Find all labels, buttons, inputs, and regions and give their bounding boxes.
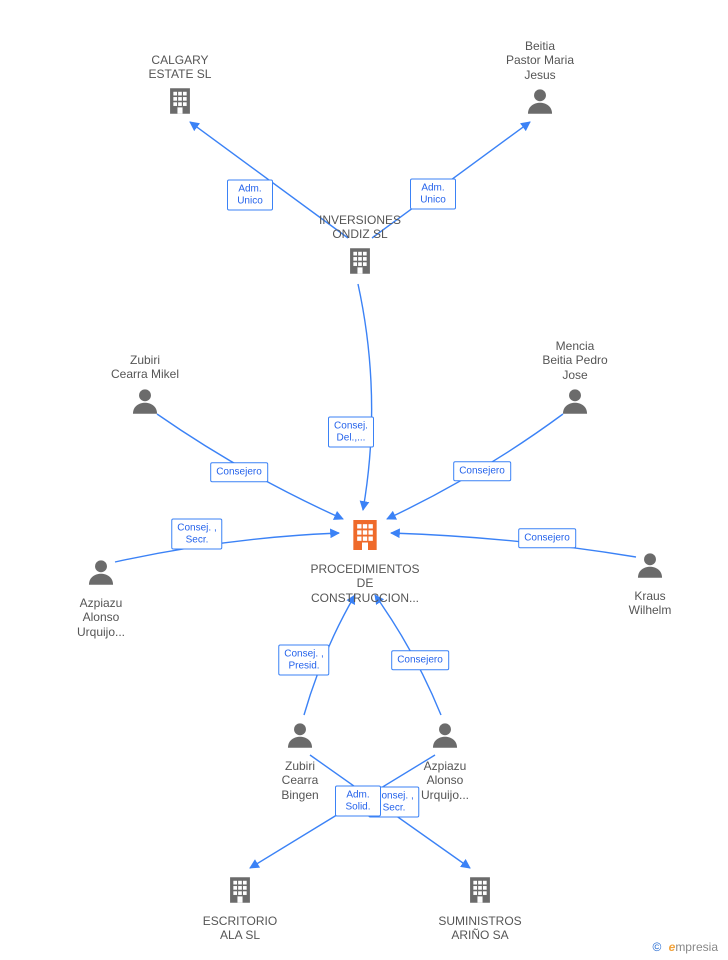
- node-label: ESCRITORIO ALA SL: [180, 914, 300, 943]
- edge-label: Consejero: [518, 528, 576, 548]
- node-escritorio[interactable]: ESCRITORIO ALA SL: [180, 873, 300, 943]
- node-label: Mencia Beitia Pedro Jose: [515, 339, 635, 382]
- node-label: CALGARY ESTATE SL: [120, 53, 240, 82]
- node-azpiazu_left[interactable]: Azpiazu Alonso Urquijo...: [41, 555, 161, 639]
- node-label: Kraus Wilhelm: [590, 589, 710, 618]
- node-label: INVERSIONES ONDIZ SL: [300, 213, 420, 242]
- node-zubiri_mikel[interactable]: Zubiri Cearra Mikel: [85, 353, 205, 423]
- node-kraus[interactable]: Kraus Wilhelm: [590, 548, 710, 618]
- node-label: Beitia Pastor Maria Jesus: [480, 39, 600, 82]
- person-icon: [41, 555, 161, 594]
- copyright-symbol: ©: [652, 940, 661, 954]
- edge-label: Adm. Solid.: [335, 786, 381, 817]
- copyright: © empresia: [652, 940, 718, 954]
- edge-label: Consejero: [210, 462, 268, 482]
- building-icon: [180, 873, 300, 912]
- building-icon: [300, 244, 420, 283]
- node-label: PROCEDIMIENTOS DE CONSTRUCCION...: [305, 562, 425, 605]
- person-icon: [240, 718, 360, 757]
- node-suministros[interactable]: SUMINISTROS ARIÑO SA: [420, 873, 540, 943]
- edge: [358, 284, 372, 510]
- building-icon: [120, 84, 240, 123]
- brand-rest: mpresia: [675, 940, 718, 954]
- node-calgary[interactable]: CALGARY ESTATE SL: [120, 53, 240, 123]
- node-inversiones[interactable]: INVERSIONES ONDIZ SL: [300, 213, 420, 283]
- person-icon: [85, 384, 205, 423]
- node-label: Azpiazu Alonso Urquijo...: [41, 596, 161, 639]
- node-beitia[interactable]: Beitia Pastor Maria Jesus: [480, 39, 600, 123]
- person-icon: [590, 548, 710, 587]
- person-icon: [515, 384, 635, 423]
- edge-label: Consej. , Presid.: [278, 645, 329, 676]
- edge-label: Consejero: [453, 461, 511, 481]
- building-icon: [420, 873, 540, 912]
- edge-label: Consej. Del.,...: [328, 417, 374, 448]
- edge-label: Consej. , Secr.: [171, 519, 222, 550]
- edge-label: Adm. Unico: [410, 179, 456, 210]
- node-label: Zubiri Cearra Mikel: [85, 353, 205, 382]
- person-icon: [385, 718, 505, 757]
- node-label: SUMINISTROS ARIÑO SA: [420, 914, 540, 943]
- node-center[interactable]: PROCEDIMIENTOS DE CONSTRUCCION...: [305, 515, 425, 605]
- person-icon: [480, 84, 600, 123]
- edge-label: Adm. Unico: [227, 180, 273, 211]
- node-mencia[interactable]: Mencia Beitia Pedro Jose: [515, 339, 635, 423]
- edge-label: Consejero: [391, 650, 449, 670]
- building-icon: [305, 515, 425, 560]
